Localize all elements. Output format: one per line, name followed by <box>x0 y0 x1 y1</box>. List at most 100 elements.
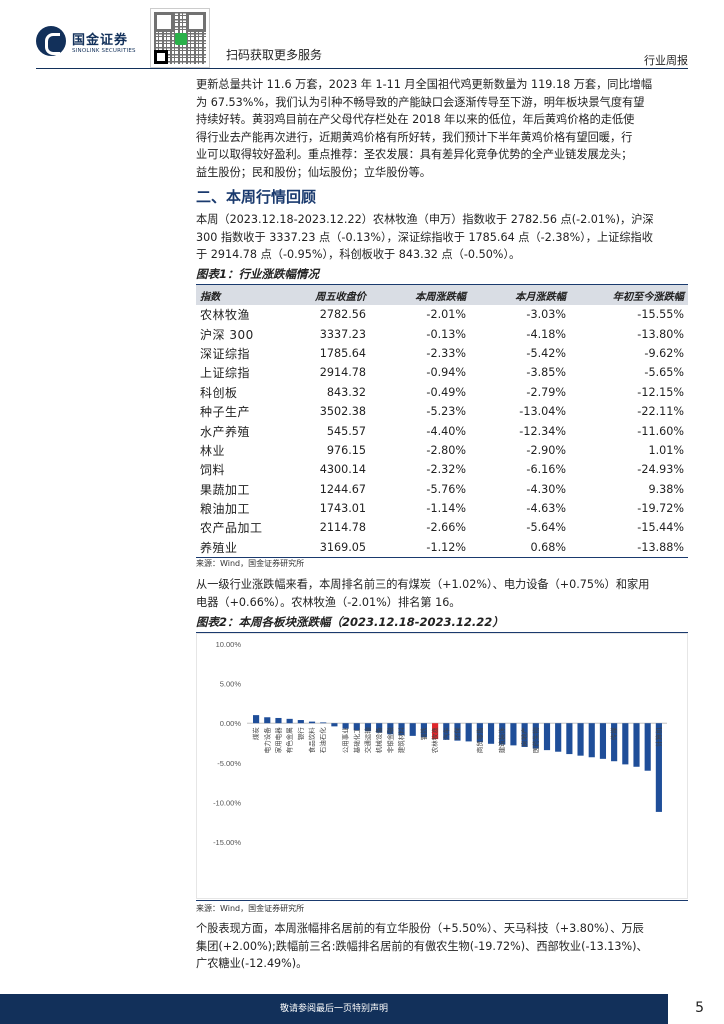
value-cell: 843.32 <box>326 385 366 399</box>
category-label: 食品饮料 <box>307 727 316 754</box>
sector-bar <box>599 723 607 759</box>
text-line: 广农糖业(-12.49%)。 <box>196 957 308 970</box>
sector-bar <box>532 723 539 749</box>
sector-bar <box>622 723 629 765</box>
sector-change-chart: 10.00% 5.00% 0.00% -5.00% -10.00% -15.00% 煤炭 电力… <box>196 633 688 899</box>
text-line: 业可以取得较好盈利。重点推荐：圣农发展：具有差异化竞争优势的全产业链发展龙头； <box>196 148 633 161</box>
value-cell: -15.55% <box>637 308 684 322</box>
value-cell: -13.04% <box>519 405 566 419</box>
value-cell: -2.66% <box>426 521 466 535</box>
header-divider <box>36 68 688 69</box>
value-cell: -19.72% <box>637 502 684 516</box>
weekly-summary-paragraph: 本周（2023.12.18-2023.12.22）农林牧渔（申万）指数收于 27… <box>196 211 688 264</box>
category-label: 基础化工 <box>352 727 361 754</box>
text-line: 本周（2023.12.18-2023.12.22）农林牧渔（申万）指数收于 27… <box>196 213 654 226</box>
chart-bottom-divider <box>196 900 688 901</box>
value-cell: -6.16% <box>526 463 566 477</box>
disclaimer-link[interactable]: 敬请参阅最后一页特别声明 <box>0 994 668 1024</box>
value-cell: -2.90% <box>526 443 566 457</box>
table-row: 沪深 300 3337.23 -0.13% -4.18% -13.80% <box>196 324 688 343</box>
column-header: 本周涨跌幅 <box>370 285 470 305</box>
text-line: 于 2914.78 点（-0.95%），科创板收于 843.32 点（-0.50… <box>196 248 521 261</box>
category-label: 家用电器 <box>273 727 282 754</box>
value-cell: 2782.56 <box>319 308 366 322</box>
sector-bar <box>521 723 528 747</box>
text-line: 从一级行业涨跌幅来看，本周排名前三的有煤炭（+1.02%）、电力设备（+0.75… <box>196 578 650 591</box>
sector-bar <box>320 722 327 724</box>
value-cell: -0.49% <box>426 385 466 399</box>
table-row: 果蔬加工 1244.67 -5.76% -4.30% 9.38% <box>196 480 688 499</box>
index-name-cell: 粮油加工 <box>200 502 251 517</box>
category-label: 建筑材料 <box>397 727 406 754</box>
y-tick-label: 10.00% <box>216 640 242 649</box>
index-name-cell: 上证综指 <box>200 366 251 381</box>
index-name-cell: 水产养殖 <box>200 424 251 439</box>
sector-bar <box>633 723 640 767</box>
index-name-cell: 种子生产 <box>200 405 251 420</box>
value-cell: -13.88% <box>570 537 688 558</box>
value-cell: -2.32% <box>426 463 466 477</box>
index-name-cell: 果蔬加工 <box>200 482 251 497</box>
value-cell: -11.60% <box>637 424 684 438</box>
chart-source-note: 来源：Wind，国金证券研究所 <box>196 904 305 913</box>
y-tick-label: -10.00% <box>213 798 241 807</box>
value-cell: -12.34% <box>519 424 566 438</box>
page-number: 5 <box>695 1000 704 1016</box>
value-cell: -5.65% <box>644 366 684 380</box>
index-name-cell: 科创板 <box>200 385 238 400</box>
table-row: 种子生产 3502.38 -5.23% -13.04% -22.11% <box>196 402 688 421</box>
sector-bar <box>465 723 472 742</box>
bar-chart-svg: 10.00% 5.00% 0.00% -5.00% -10.00% -15.00% 煤炭 电力… <box>213 640 667 847</box>
value-cell: -1.14% <box>426 502 466 516</box>
category-label: 传媒 <box>609 727 618 741</box>
category-label: 煤炭 <box>251 727 260 741</box>
sector-bar <box>253 715 260 724</box>
table-row: 上证综指 2914.78 -0.94% -3.85% -5.65% <box>196 363 688 382</box>
index-name-cell: 养殖业 <box>196 537 292 558</box>
sector-bar <box>566 723 573 755</box>
y-tick-label: 5.00% <box>220 680 242 689</box>
value-cell: 1785.64 <box>319 346 366 360</box>
value-cell: -24.93% <box>637 463 684 477</box>
index-name-cell: 林业 <box>200 443 226 458</box>
value-cell: 3337.23 <box>319 327 366 341</box>
category-label: 电力设备 <box>262 727 271 754</box>
text-line: 持续好转。黄羽鸡目前在产父母代存栏处在 2018 年以来的低位，年后黄鸡价格的走… <box>196 113 635 126</box>
value-cell: 1244.67 <box>319 482 366 496</box>
category-label: 银行 <box>296 727 305 741</box>
sector-bar <box>476 723 483 743</box>
category-label: 非银金融 <box>385 727 394 754</box>
logo-name-en: SINOLINK SECURITIES <box>72 47 136 54</box>
value-cell: -22.11% <box>637 405 684 419</box>
value-cell: 976.15 <box>326 443 366 457</box>
table-header-row: 指数 周五收盘价 本周涨跌幅 本月涨跌幅 年初至今涨跌幅 <box>196 285 688 305</box>
value-cell: -4.30% <box>526 482 566 496</box>
sector-bar <box>611 723 618 762</box>
sector-bar <box>286 718 293 724</box>
page-header: 国金证券 SINOLINK SECURITIES 扫码获取更多服务 行业周报 <box>0 0 724 72</box>
section-heading: 二、本周行情回顾 <box>196 188 317 206</box>
sector-bar <box>577 723 584 756</box>
value-cell: -5.64% <box>526 521 566 535</box>
value-cell: -5.42% <box>526 346 566 360</box>
value-cell: -0.13% <box>426 327 466 341</box>
table-row: 农林牧渔 2782.56 -2.01% -3.03% -15.55% <box>196 305 688 324</box>
sector-bar <box>499 723 506 745</box>
qr-code-icon[interactable] <box>150 8 210 68</box>
sector-bar <box>543 723 551 751</box>
table-row: 科创板 843.32 -0.49% -2.79% -12.15% <box>196 383 688 402</box>
category-label: 房地产 <box>520 727 529 747</box>
value-cell: -13.80% <box>637 327 684 341</box>
value-cell: 2914.78 <box>319 366 366 380</box>
logo-icon <box>36 26 66 56</box>
category-label: 交通运输 <box>363 727 372 754</box>
report-type-label: 行业周报 <box>644 54 688 67</box>
index-performance-table: 指数 周五收盘价 本周涨跌幅 本月涨跌幅 年初至今涨跌幅 农林牧渔 2782.56… <box>196 285 688 558</box>
y-tick-label: -15.00% <box>213 838 241 847</box>
value-cell: -15.44% <box>637 521 684 535</box>
text-line: 300 指数收于 3337.23 点（-0.13%），深证综指收于 1785.6… <box>196 230 653 244</box>
value-cell: 4300.14 <box>319 463 366 477</box>
text-line: 益生股份；民和股份；仙坛股份；立华股份等。 <box>196 165 431 179</box>
table-row: 饲料 4300.14 -2.32% -6.16% -24.93% <box>196 460 688 479</box>
category-label: 汽车 <box>441 727 450 741</box>
